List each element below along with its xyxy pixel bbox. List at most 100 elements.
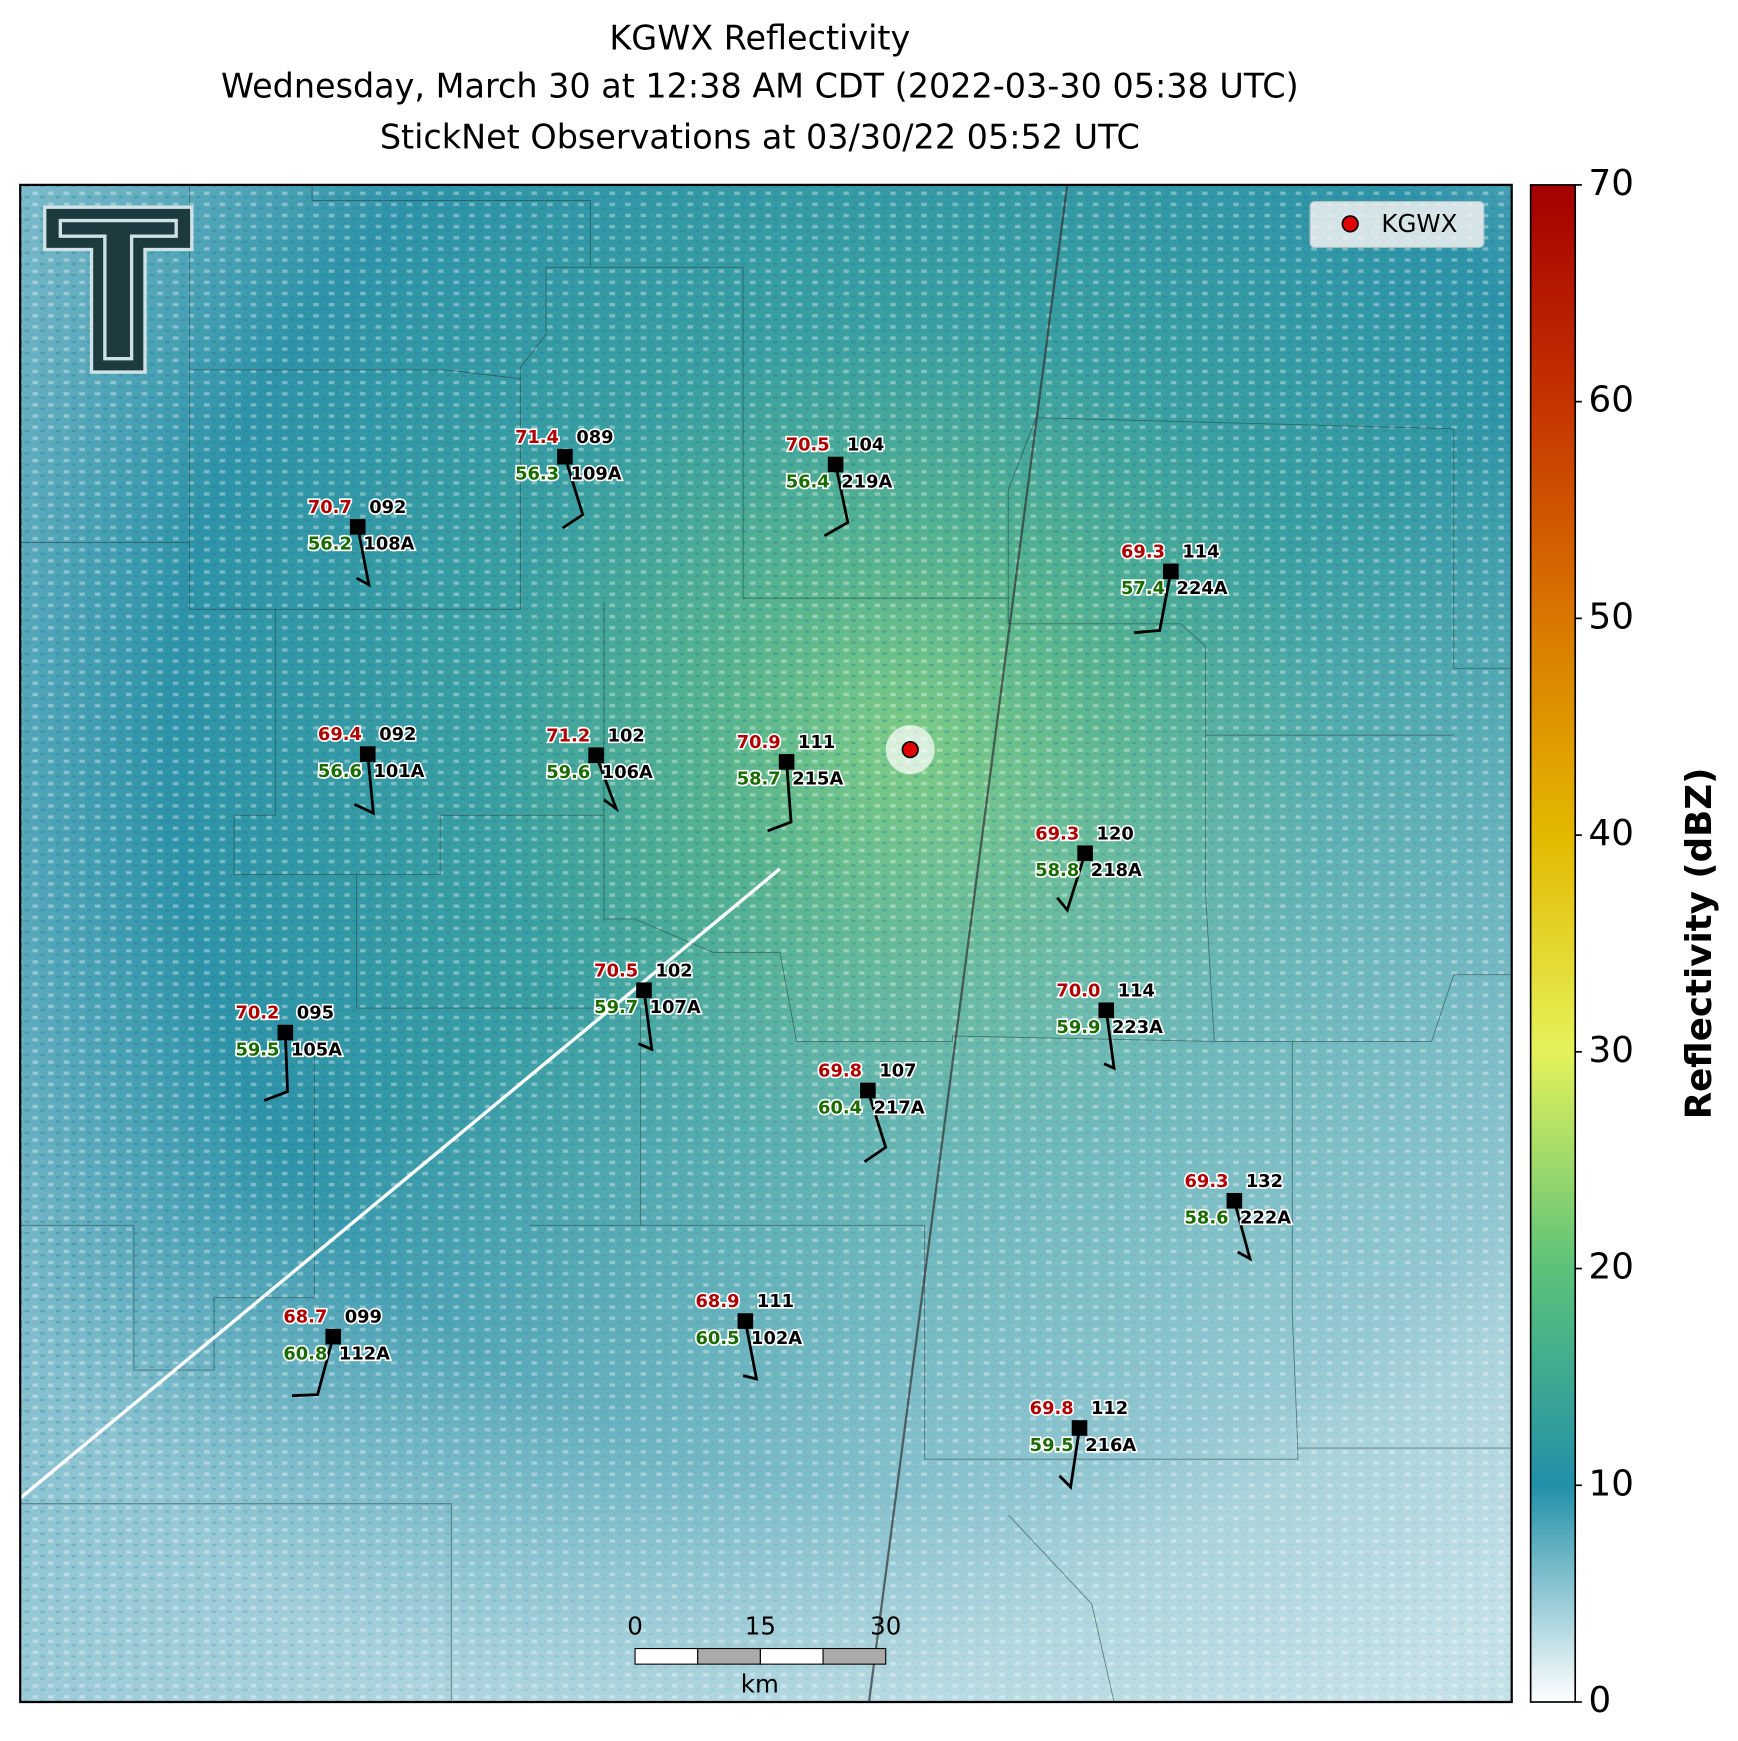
station-plot: 70.5 104 56.4 219A [784, 433, 894, 537]
dewpoint: 56.2 [308, 534, 352, 555]
pressure: 102 [655, 960, 692, 981]
colorbar-ticks: 0 10 20 30 40 50 60 70 [1575, 163, 1634, 1721]
station-marker [359, 746, 376, 762]
station-plot: 69.3 120 58.8 218A [1034, 822, 1144, 913]
dewpoint: 60.8 [283, 1343, 327, 1364]
pressure: 111 [757, 1291, 794, 1312]
wind-barb [561, 456, 585, 530]
wind-barb [263, 1032, 289, 1102]
dewpoint: 58.7 [737, 769, 781, 790]
wind-barb [355, 526, 371, 588]
legend-label: KGWX [1381, 209, 1457, 238]
station-marker [1071, 1420, 1088, 1436]
radar-site [901, 741, 919, 759]
wind-barb [594, 754, 620, 813]
pressure: 112 [1091, 1398, 1128, 1419]
temperature: 69.4 [318, 724, 362, 745]
station-id: 112A [339, 1343, 390, 1364]
pressure: 095 [297, 1003, 334, 1024]
temperature: 71.4 [515, 427, 559, 448]
station-id: 218A [1091, 860, 1142, 881]
station-marker [860, 1082, 876, 1099]
colorbar-tick-label: 20 [1589, 1247, 1634, 1288]
dewpoint: 59.6 [546, 762, 590, 783]
dewpoint: 56.4 [786, 471, 830, 492]
temperature: 71.2 [546, 725, 590, 746]
station-marker [1226, 1192, 1243, 1209]
map-frame [19, 183, 1513, 1704]
pressure: 104 [847, 435, 884, 456]
colorbar-tick-label: 10 [1589, 1463, 1634, 1504]
station-id: 222A [1240, 1208, 1291, 1229]
radar-image: 70.7 092 56.2 108A 71.4 089 56.3 109A 70.5 104 56.… [20, 184, 1512, 1703]
wind-barb [823, 464, 850, 537]
scale-tick-label: 0 [627, 1611, 643, 1640]
temperature: 70.9 [737, 732, 781, 753]
dewpoint: 58.6 [1185, 1208, 1229, 1229]
scale-segment [822, 1647, 887, 1665]
dewpoint: 59.9 [1056, 1017, 1100, 1038]
dewpoint: 56.3 [515, 464, 559, 485]
colorbar-tick-label: 0 [1589, 1680, 1612, 1721]
station-id: 224A [1177, 578, 1228, 599]
wind-barb [1058, 1427, 1081, 1490]
title-line: StickNet Observations at 03/30/22 05:52 … [380, 118, 1140, 157]
dewpoint: 57.4 [1121, 578, 1165, 599]
colorbar-tick-label: 50 [1589, 596, 1634, 637]
station-marker [588, 747, 604, 764]
scale-bar: 0 15 30 km [627, 1611, 901, 1698]
wind-barb [1133, 571, 1173, 635]
station-id: 101A [373, 761, 424, 782]
pressure: 107 [879, 1061, 916, 1082]
station-marker [325, 1328, 342, 1345]
station-plot: 71.2 102 59.6 106A [545, 724, 655, 813]
station-plot: 69.4 092 56.6 101A [316, 722, 426, 816]
wind-barb [1233, 1200, 1253, 1262]
station-plot: 68.7 099 60.8 112A [282, 1305, 392, 1398]
station-id: 217A [874, 1097, 925, 1118]
pressure: 132 [1246, 1171, 1283, 1192]
station-id: 223A [1112, 1017, 1163, 1038]
temperature: 70.5 [786, 435, 830, 456]
scale-segment [759, 1647, 824, 1665]
wind-barb [353, 753, 375, 816]
university-logo [43, 205, 194, 374]
station-id: 106A [602, 762, 653, 783]
pressure: 114 [1118, 980, 1155, 1001]
pressure: 092 [369, 497, 406, 518]
dewpoint: 60.5 [696, 1328, 740, 1349]
station-id: 102A [751, 1328, 802, 1349]
title-line: Wednesday, March 30 at 12:38 AM CDT (202… [221, 66, 1299, 105]
temperature: 70.0 [1056, 980, 1100, 1001]
wind-barb [742, 1320, 759, 1381]
temperature: 68.9 [696, 1291, 740, 1312]
colorbar-tick-label: 30 [1589, 1030, 1634, 1071]
station-marker [827, 456, 844, 473]
station-plot: 70.9 111 58.7 215A [735, 730, 845, 833]
wind-barb [767, 761, 793, 833]
station-plot: 70.0 114 59.9 223A [1055, 979, 1165, 1071]
station-marker [778, 754, 795, 770]
beam-blockage-line [20, 867, 781, 1500]
temperature: 69.8 [818, 1061, 862, 1082]
wind-barb [1056, 852, 1087, 913]
station-marker [737, 1313, 754, 1329]
colorbar-tick-label: 60 [1589, 380, 1634, 421]
colorbar-label: Reflectivity (dBZ) [1679, 768, 1720, 1120]
pressure: 089 [576, 427, 613, 448]
station-plot: 68.9 111 60.5 102A [694, 1289, 804, 1381]
title-line: KGWX Reflectivity [609, 19, 910, 58]
temperature: 70.7 [308, 497, 352, 518]
station-marker [557, 448, 573, 465]
wind-barb [1103, 1010, 1116, 1071]
station-plot: 71.4 089 56.3 109A [513, 425, 623, 530]
pressure: 092 [379, 724, 416, 745]
wind-barb [291, 1336, 335, 1398]
dewpoint: 60.4 [818, 1097, 862, 1118]
station-marker [636, 982, 652, 999]
station-plot: 69.8 107 60.4 217A [816, 1059, 926, 1163]
low-echo-area [20, 184, 1512, 1703]
temperature: 69.3 [1185, 1171, 1229, 1192]
county-lines [20, 184, 1512, 1703]
station-id: 215A [792, 769, 843, 790]
